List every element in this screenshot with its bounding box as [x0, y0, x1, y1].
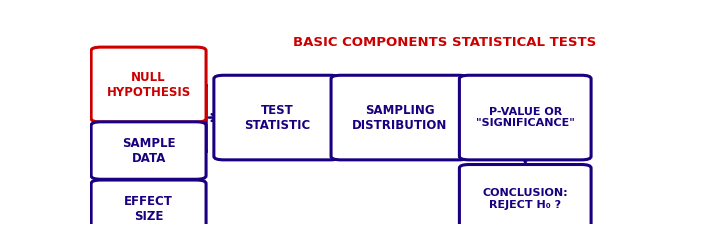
FancyBboxPatch shape	[459, 165, 591, 234]
Text: SAMPLING
DISTRIBUTION: SAMPLING DISTRIBUTION	[352, 104, 447, 132]
FancyBboxPatch shape	[459, 75, 591, 160]
FancyBboxPatch shape	[331, 75, 468, 160]
FancyBboxPatch shape	[91, 47, 206, 122]
FancyBboxPatch shape	[91, 180, 206, 237]
Text: P-VALUE OR
"SIGNIFICANCE": P-VALUE OR "SIGNIFICANCE"	[476, 107, 575, 128]
Text: CONCLUSION:
REJECT H₀ ?: CONCLUSION: REJECT H₀ ?	[482, 188, 568, 210]
Text: SAMPLE
DATA: SAMPLE DATA	[122, 137, 176, 165]
Text: TEST
STATISTIC: TEST STATISTIC	[244, 104, 310, 132]
Text: EFFECT
SIZE: EFFECT SIZE	[124, 195, 173, 223]
Text: NULL
HYPOTHESIS: NULL HYPOTHESIS	[107, 71, 191, 99]
FancyBboxPatch shape	[214, 75, 340, 160]
FancyBboxPatch shape	[91, 122, 206, 179]
Text: BASIC COMPONENTS STATISTICAL TESTS: BASIC COMPONENTS STATISTICAL TESTS	[293, 36, 596, 49]
